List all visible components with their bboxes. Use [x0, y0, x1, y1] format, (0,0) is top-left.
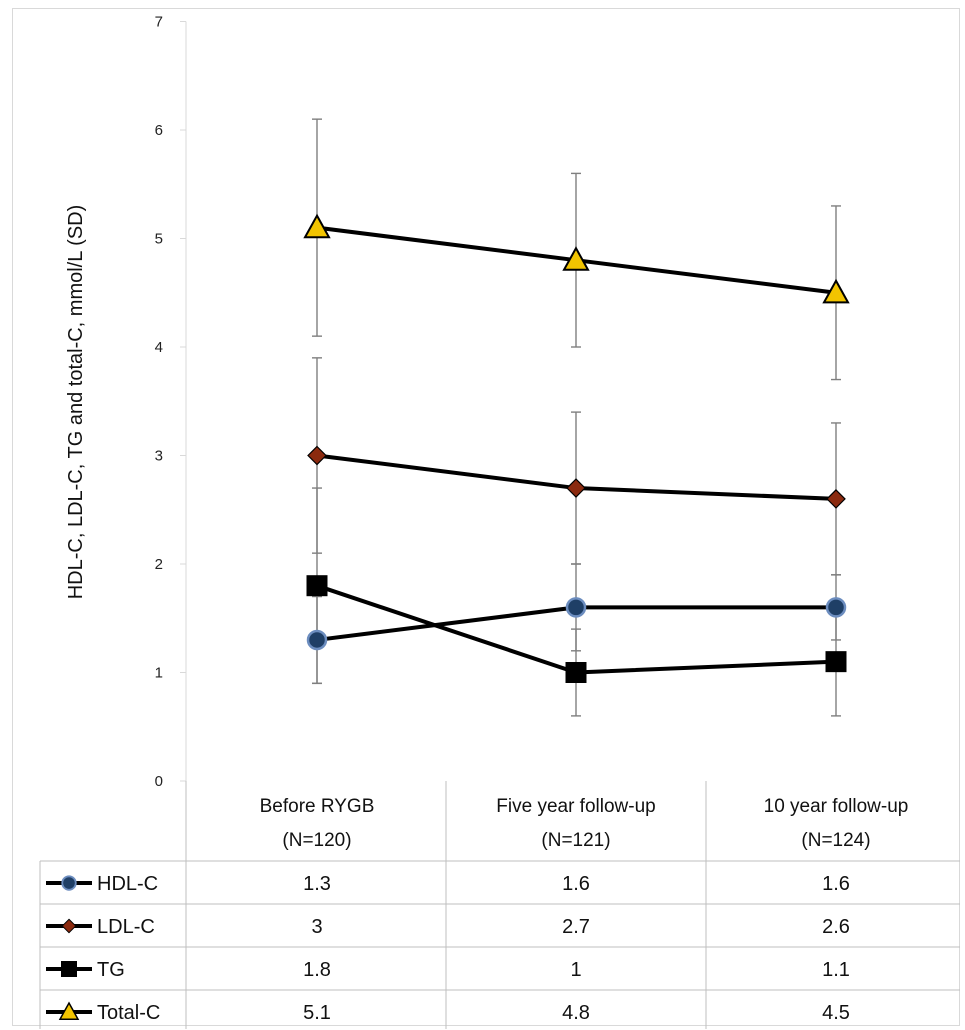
- y-tick-label: 2: [155, 556, 163, 573]
- y-tick-label: 1: [155, 665, 163, 682]
- legend-marker-ldl-c: [61, 918, 77, 934]
- y-tick-label: 7: [155, 14, 163, 31]
- category-label: Five year follow-up: [496, 796, 655, 817]
- table-cell-value: 1.6: [822, 873, 850, 895]
- y-tick-label: 6: [155, 122, 163, 139]
- point-tg: [825, 651, 847, 673]
- y-tick-label: 5: [155, 231, 163, 248]
- category-label: 10 year follow-up: [764, 796, 909, 817]
- y-tick-label: 0: [155, 773, 163, 790]
- point-ldl-c: [307, 445, 327, 466]
- legend-marker-tg: [61, 961, 77, 977]
- table-cell-value: 4.5: [822, 1002, 850, 1024]
- chart-frame: [12, 8, 960, 1026]
- point-hdl-c: [306, 629, 328, 651]
- point-total-c: [303, 213, 331, 239]
- legend-marker-total-c: [58, 1001, 80, 1020]
- y-tick-label: 3: [155, 448, 163, 465]
- table-cell-value: 2.6: [822, 916, 850, 938]
- table-cell-value: 3: [311, 916, 322, 938]
- legend-label-tg: TG: [97, 959, 125, 981]
- category-count: (N=124): [801, 830, 870, 851]
- legend-label-hdl-c: HDL-C: [97, 873, 158, 895]
- series-markers: [303, 213, 850, 683]
- data-table: Before RYGB (N=120) Five year follow-up (N=…: [39, 781, 960, 1029]
- point-total-c: [822, 278, 850, 304]
- point-total-c: [562, 246, 590, 271]
- legend-label-total-c: Total-C: [97, 1002, 160, 1024]
- y-axis: 0 1 2 3 4 5 6 7: [155, 14, 187, 790]
- table-cell-value: 1.6: [562, 873, 590, 895]
- category-count: (N=120): [282, 830, 351, 851]
- point-ldl-c: [566, 478, 586, 498]
- category-count: (N=121): [541, 830, 610, 851]
- table-cell-value: 1.1: [822, 959, 850, 981]
- legend-marker-hdl-c: [61, 875, 77, 891]
- point-ldl-c: [826, 489, 846, 509]
- point-hdl-c: [565, 597, 587, 618]
- y-axis-title-group: HDL-C, LDL-C, TG and total-C, mmol/L (SD…: [65, 205, 87, 600]
- table-cell-value: 1: [570, 959, 581, 981]
- point-tg: [565, 662, 587, 683]
- point-hdl-c: [825, 597, 847, 618]
- y-tick-label: 4: [155, 339, 163, 356]
- table-cell-value: 1.8: [303, 959, 331, 981]
- table-cell-value: 2.7: [562, 916, 590, 938]
- y-axis-title: HDL-C, LDL-C, TG and total-C, mmol/L (SD…: [65, 205, 87, 600]
- category-label: Before RYGB: [260, 796, 375, 817]
- point-tg: [306, 575, 328, 597]
- table-cell-value: 5.1: [303, 1002, 331, 1024]
- error-bars: [312, 118, 841, 717]
- legend-label-ldl-c: LDL-C: [97, 916, 155, 938]
- table-cell-value: 1.3: [303, 873, 331, 895]
- table-cell-value: 4.8: [562, 1002, 590, 1024]
